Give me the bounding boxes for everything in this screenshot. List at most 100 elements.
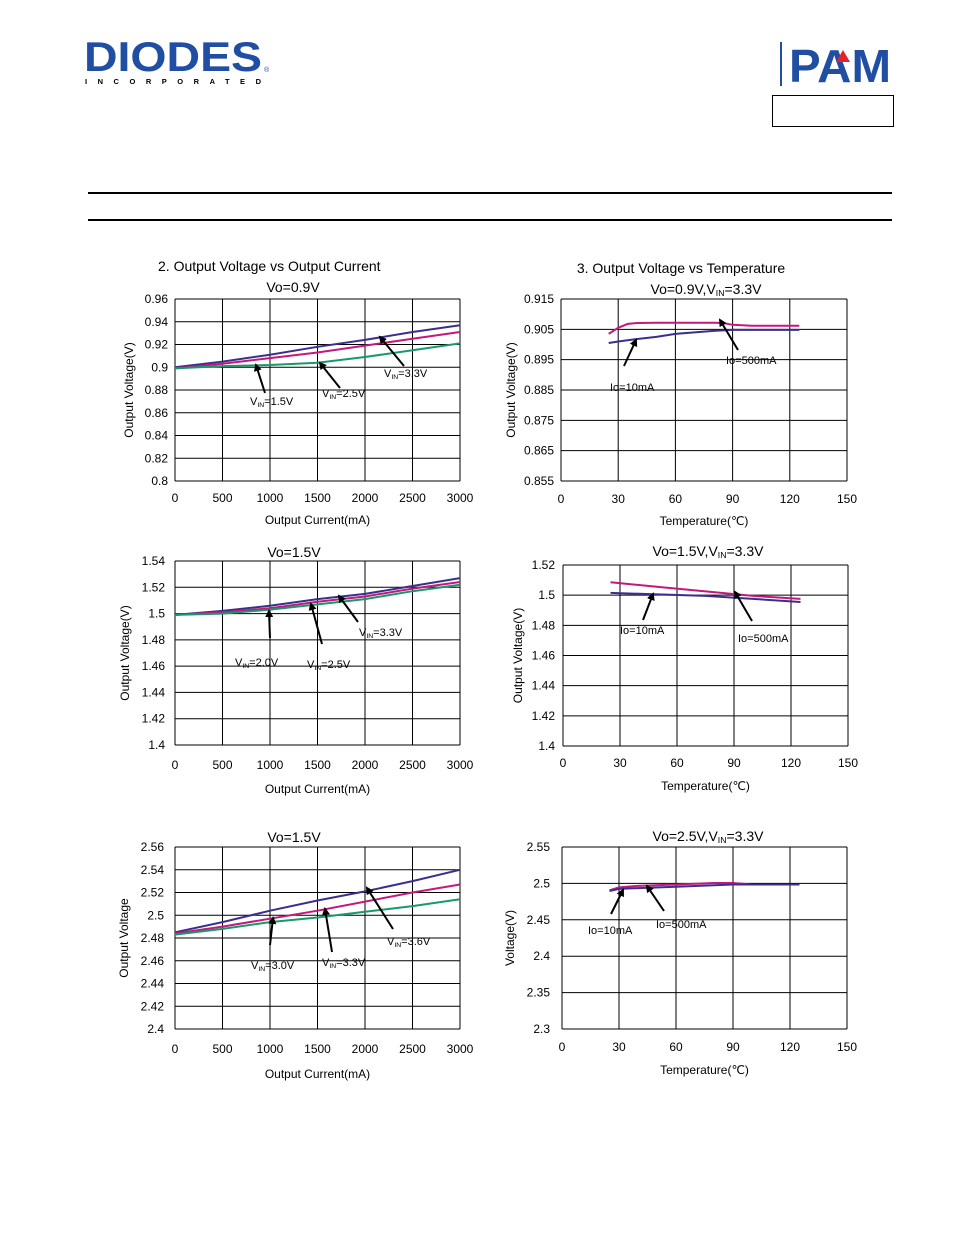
chart-5: 0 500 1000 1500 2000 2500 3000 2.56 2.54 2.52 2.5 2… bbox=[117, 829, 474, 1081]
x-tick-label: 150 bbox=[838, 756, 858, 770]
annotation-label: Io=500mA bbox=[738, 633, 789, 645]
section-rule-bottom bbox=[88, 219, 892, 221]
chart-2: 0 30 60 90 120 150 0.915 0.905 0.895 0.885 0.875 0.… bbox=[504, 260, 857, 528]
x-tick-label: 1000 bbox=[257, 491, 284, 505]
annotation-arrow bbox=[733, 590, 753, 622]
y-tick-label: 1.48 bbox=[532, 618, 556, 632]
x-tick-label: 3000 bbox=[447, 1042, 474, 1056]
y-tick-label: 1.4 bbox=[148, 738, 165, 752]
x-tick-label: 1000 bbox=[257, 1042, 284, 1056]
y-tick-label: 1.42 bbox=[532, 709, 556, 723]
series-line-1 bbox=[174, 868, 461, 934]
annotation-arrow bbox=[268, 916, 277, 946]
y-tick-label: 2.48 bbox=[141, 931, 165, 945]
y-tick-label: 0.82 bbox=[145, 451, 169, 465]
y-tick-label: 2.55 bbox=[527, 840, 551, 854]
annotation-label: VIN=3.3V bbox=[322, 957, 366, 970]
series-line-1 bbox=[174, 324, 461, 369]
x-tick-label: 500 bbox=[212, 491, 232, 505]
x-tick-label: 90 bbox=[726, 492, 740, 506]
x-tick-label: 120 bbox=[780, 492, 800, 506]
x-tick-label: 2500 bbox=[399, 491, 426, 505]
annotation-arrow bbox=[718, 318, 739, 351]
y-tick-label: 2.5 bbox=[147, 908, 164, 922]
y-tick-label: 0.9 bbox=[151, 360, 168, 374]
chart-subtitle: Vo=2.5V,VIN=3.3V bbox=[653, 828, 765, 845]
series-line-2 bbox=[174, 883, 461, 935]
y-tick-label: 0.8 bbox=[151, 474, 168, 488]
annotation-label: Io=10mA bbox=[610, 382, 655, 394]
y-tick-label: 1.42 bbox=[142, 712, 166, 726]
series-line-2 bbox=[174, 581, 461, 616]
y-tick-label: 0.92 bbox=[145, 338, 169, 352]
x-tick-label: 0 bbox=[172, 758, 179, 772]
x-tick-label: 2000 bbox=[352, 491, 379, 505]
y-tick-label: 0.895 bbox=[524, 353, 554, 367]
chart-title: 2. Output Voltage vs Output Current bbox=[158, 258, 381, 274]
annotation-label: Io=10mA bbox=[620, 625, 665, 637]
y-tick-label: 0.96 bbox=[145, 292, 169, 306]
chart-4: 0 30 60 90 120 150 1.52 1.5 1.48 1.46 1.44 1.42 1.4 T… bbox=[511, 543, 858, 793]
x-tick-label: 60 bbox=[669, 492, 683, 506]
series-line-3 bbox=[174, 583, 461, 616]
series-line-2 bbox=[610, 591, 801, 603]
x-axis-label: Output Current(mA) bbox=[265, 1067, 370, 1081]
x-tick-label: 1500 bbox=[304, 758, 331, 772]
y-tick-label: 0.88 bbox=[145, 383, 169, 397]
annotation-label: Io=500mA bbox=[726, 355, 777, 367]
x-tick-label: 30 bbox=[612, 1040, 626, 1054]
x-tick-label: 2000 bbox=[352, 758, 379, 772]
y-tick-label: 0.86 bbox=[145, 406, 169, 420]
annotation-arrow bbox=[308, 602, 323, 645]
x-axis-label: Temperature(℃) bbox=[661, 779, 750, 793]
y-tick-label: 1.52 bbox=[532, 558, 556, 572]
y-tick-label: 0.94 bbox=[145, 315, 169, 329]
diodes-logo-icon: DIODES INCORPORATED ® bbox=[84, 33, 274, 88]
annotation-label: VIN=2.5V bbox=[322, 388, 366, 401]
y-tick-label: 1.54 bbox=[142, 554, 166, 568]
annotation-label: VIN=1.5V bbox=[250, 396, 294, 409]
chart-6: 0 30 60 90 120 150 2.55 2.5 2.45 2.4 2.35 2.3 Temper… bbox=[503, 828, 857, 1077]
x-tick-label: 2500 bbox=[399, 758, 426, 772]
y-tick-label: 1.46 bbox=[142, 659, 166, 673]
x-axis-label: Output Current(mA) bbox=[265, 782, 370, 796]
y-tick-label: 0.905 bbox=[524, 322, 554, 336]
y-tick-label: 1.44 bbox=[142, 685, 166, 699]
pam-logo-text: PAM bbox=[789, 40, 891, 86]
y-tick-label: 1.52 bbox=[142, 580, 166, 594]
x-tick-label: 1500 bbox=[304, 1042, 331, 1056]
y-tick-label: 2.54 bbox=[141, 863, 165, 877]
diodes-logo-text: DIODES bbox=[84, 38, 262, 80]
x-tick-label: 90 bbox=[727, 756, 741, 770]
annotation-arrow bbox=[642, 592, 655, 621]
x-tick-label: 3000 bbox=[447, 758, 474, 772]
annotation-label: VIN=3.3V bbox=[384, 368, 428, 381]
annotation-arrow bbox=[645, 884, 665, 912]
chart-3: 0 500 1000 1500 2000 2500 3000 1.54 1.52 1.5 1.48 1… bbox=[118, 544, 474, 796]
y-axis-label: Output Voltage bbox=[117, 898, 131, 978]
chart-1: 0 500 1000 1500 2000 2500 3000 0.96 0.94 0.92 0.9 0… bbox=[122, 258, 474, 527]
x-tick-label: 500 bbox=[212, 1042, 232, 1056]
annotation-arrow bbox=[378, 335, 405, 367]
annotation-label: VIN=2.0V bbox=[235, 657, 279, 670]
y-axis-label: Output Voltage(V) bbox=[504, 342, 518, 437]
pam-logo-icon: PAM bbox=[778, 40, 894, 92]
annotation-label: VIN=3.3V bbox=[359, 627, 403, 640]
x-tick-label: 30 bbox=[612, 492, 626, 506]
annotation-arrow bbox=[337, 594, 359, 623]
series-line-1 bbox=[610, 581, 801, 600]
x-axis-label: Temperature(℃) bbox=[660, 514, 749, 528]
x-tick-label: 60 bbox=[670, 756, 684, 770]
annotation-label: Io=500mA bbox=[656, 919, 707, 931]
series-line-3 bbox=[174, 898, 461, 936]
chart-subtitle: Vo=0.9V bbox=[266, 279, 320, 295]
x-tick-label: 60 bbox=[669, 1040, 683, 1054]
x-tick-label: 0 bbox=[560, 756, 567, 770]
y-tick-label: 1.5 bbox=[148, 607, 165, 621]
x-axis-label: Temperature(℃) bbox=[660, 1063, 749, 1077]
y-tick-label: 1.5 bbox=[538, 588, 555, 602]
x-tick-label: 2500 bbox=[399, 1042, 426, 1056]
y-tick-label: 0.915 bbox=[524, 292, 554, 306]
x-tick-label: 90 bbox=[726, 1040, 740, 1054]
